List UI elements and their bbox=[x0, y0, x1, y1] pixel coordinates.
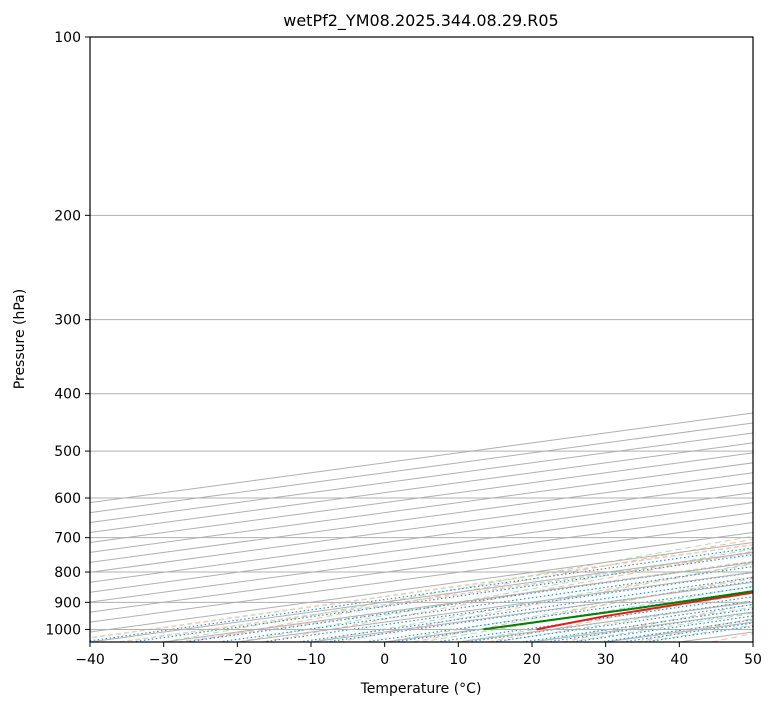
x-tick-label: 30 bbox=[597, 652, 615, 668]
y-tick-label: 700 bbox=[54, 531, 81, 547]
y-tick-label: 100 bbox=[54, 30, 81, 46]
dry-adiabat bbox=[412, 576, 753, 642]
x-tick-label: 40 bbox=[670, 652, 688, 668]
x-tick-label: 50 bbox=[744, 652, 762, 668]
y-tick-label: 1000 bbox=[45, 622, 81, 638]
moist-adiabats bbox=[163, 535, 753, 642]
isotherm-line bbox=[90, 492, 753, 583]
mixing-ratio-line bbox=[492, 603, 753, 642]
isotherm-line bbox=[90, 472, 753, 563]
y-tick-label: 800 bbox=[54, 565, 81, 581]
isotherm-line bbox=[90, 482, 753, 573]
x-tick-label: −10 bbox=[296, 652, 326, 668]
x-tick-label: 0 bbox=[380, 652, 389, 668]
moist-adiabat bbox=[384, 578, 753, 642]
moist-adiabat bbox=[421, 585, 753, 642]
y-tick-label: 200 bbox=[54, 208, 81, 224]
y-tick-label: 900 bbox=[54, 595, 81, 611]
x-tick-label: −40 bbox=[75, 652, 105, 668]
x-tick-label: 10 bbox=[449, 652, 467, 668]
x-axis-label: Temperature (°C) bbox=[360, 681, 482, 697]
isotherm-line bbox=[90, 512, 753, 603]
mixing-ratio-line bbox=[572, 615, 753, 642]
plot-background bbox=[90, 37, 753, 642]
y-tick-label: 500 bbox=[54, 444, 81, 460]
dry-adiabat bbox=[188, 538, 753, 642]
axis-ticks: −40 −30 −20 −10 0 10 20 30 40 50 100 200 300 400 500 60… bbox=[45, 30, 762, 668]
x-tick-label: 20 bbox=[523, 652, 541, 668]
x-tick-label: −20 bbox=[223, 652, 253, 668]
isotherm-line bbox=[90, 502, 753, 593]
x-tick-label: −30 bbox=[149, 652, 179, 668]
mixing-ratio-line bbox=[185, 561, 753, 642]
dry-adiabats bbox=[188, 538, 753, 642]
y-axis-label: Pressure (hPa) bbox=[12, 289, 28, 389]
chart-title: wetPf2_YM08.2025.344.08.29.R05 bbox=[283, 11, 558, 31]
isotherms bbox=[90, 412, 753, 642]
y-tick-label: 300 bbox=[54, 313, 81, 329]
plot-area: -100-90-80-70-60-50-40-30-20-100.10.20.4… bbox=[90, 37, 753, 642]
axes-frame bbox=[89, 36, 754, 643]
isotherm-line bbox=[90, 462, 753, 553]
isotherm-line bbox=[90, 522, 753, 613]
y-tick-label: 600 bbox=[54, 491, 81, 507]
dry-adiabat bbox=[338, 563, 753, 642]
isotherm-line bbox=[90, 452, 753, 543]
y-tick-label: 400 bbox=[54, 387, 81, 403]
mixing-ratio-line bbox=[90, 547, 753, 642]
isotherm-line bbox=[90, 531, 753, 623]
mixing-ratio-line bbox=[522, 608, 753, 642]
mixing-ratio-line bbox=[131, 554, 753, 642]
